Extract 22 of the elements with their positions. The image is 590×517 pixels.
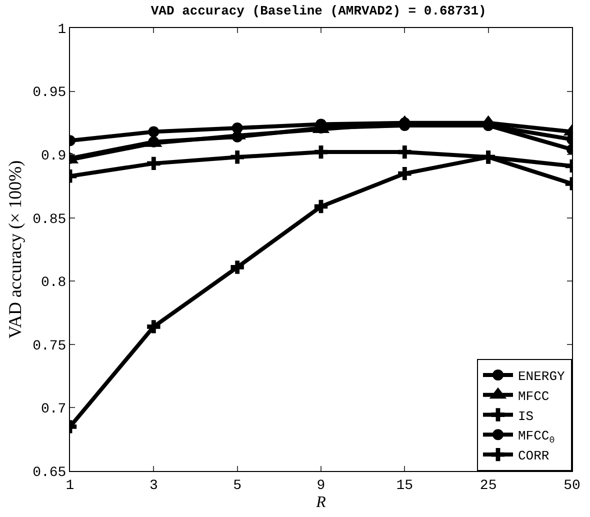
legend-label: ENERGY <box>518 369 566 384</box>
y-tick-label: 0.75 <box>32 338 66 354</box>
x-axis-title: R <box>315 494 326 511</box>
y-axis-title: VAD accuracy (× 100%) <box>4 160 25 339</box>
chart-title: VAD accuracy (Baseline (AMRVAD2) = 0.68731) <box>150 3 486 18</box>
y-tick-label: 0.65 <box>32 464 66 481</box>
y-tick-label: 0.8 <box>40 275 66 292</box>
legend-label: IS <box>518 408 534 424</box>
y-tick-label: 0.95 <box>32 85 66 102</box>
legend-label: MFCC$_{0}$ <box>518 428 555 446</box>
x-tick-label: 15 <box>396 478 414 494</box>
x-tick-label: 3 <box>149 478 158 494</box>
x-tick-label: 25 <box>480 478 497 494</box>
x-tick-label: 9 <box>316 478 326 494</box>
y-tick-label: 0.85 <box>32 212 66 228</box>
legend-label: CORR <box>518 448 550 464</box>
legend-label: MFCC <box>518 388 550 404</box>
x-tick-label: 50 <box>564 478 580 494</box>
y-tick-label: 0.7 <box>40 402 66 418</box>
y-tick-label: 0.9 <box>40 148 66 164</box>
y-tick-label: 1 <box>58 22 66 38</box>
x-tick-label: 5 <box>233 478 242 494</box>
